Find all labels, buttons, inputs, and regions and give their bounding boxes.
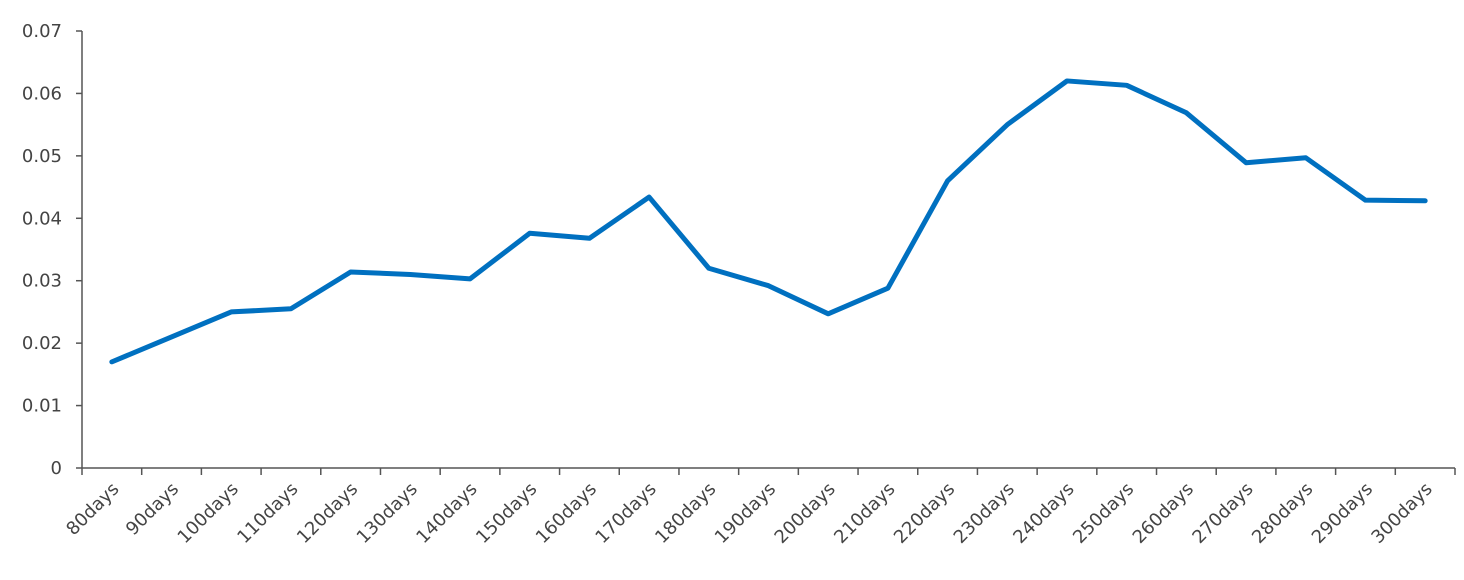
x-tick-label: 80days <box>62 479 123 540</box>
x-tick-label: 100days <box>174 479 243 548</box>
x-tick-label: 150days <box>472 479 541 548</box>
x-tick-label: 300days <box>1368 479 1437 548</box>
x-tick-label: 130days <box>353 479 422 548</box>
x-tick-label: 190days <box>711 479 780 548</box>
x-tick-label: 260days <box>1129 479 1198 548</box>
y-tick-label: 0.05 <box>22 146 62 167</box>
x-tick-label: 110days <box>233 479 302 548</box>
x-tick-label: 250days <box>1069 479 1138 548</box>
x-tick-label: 180days <box>651 479 720 548</box>
y-tick-label: 0.04 <box>22 208 62 229</box>
x-tick-label: 210days <box>830 479 899 548</box>
y-tick-label: 0.02 <box>22 333 62 354</box>
x-tick-label: 290days <box>1308 479 1377 548</box>
x-tick-label: 220days <box>890 479 959 548</box>
y-tick-label: 0.03 <box>22 271 62 292</box>
x-tick-label: 170days <box>591 479 660 548</box>
x-tick-label: 160days <box>532 479 601 548</box>
x-tick-label: 200days <box>771 479 840 548</box>
x-tick-label: 140days <box>412 479 481 548</box>
line-series <box>109 78 1428 365</box>
y-tick-label: 0.07 <box>22 21 62 42</box>
y-tick-label: 0 <box>51 458 62 479</box>
x-tick-label: 90days <box>122 479 183 540</box>
x-tick-label: 240days <box>1009 479 1078 548</box>
x-tick-label: 230days <box>950 479 1019 548</box>
x-tick-label: 270days <box>1188 479 1257 548</box>
y-tick-label: 0.06 <box>22 83 62 104</box>
y-tick-label: 0.01 <box>22 396 62 417</box>
x-tick-label: 120days <box>293 479 362 548</box>
x-tick-label: 280days <box>1248 479 1317 548</box>
